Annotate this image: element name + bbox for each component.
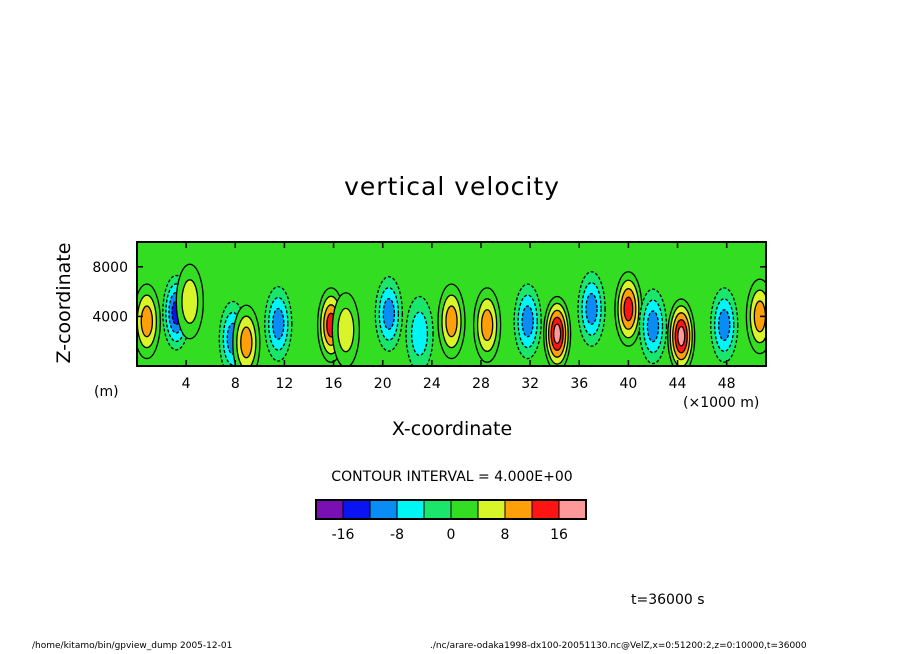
x-tick-label: 20 bbox=[374, 376, 392, 392]
y-tick-label: 8000 bbox=[92, 260, 128, 276]
colorbar-tick-label: 8 bbox=[501, 527, 510, 543]
contour-interval-label: CONTOUR INTERVAL = 4.000E+00 bbox=[331, 469, 573, 485]
contour-fields bbox=[137, 263, 766, 366]
updraft-cell-13 bbox=[542, 295, 572, 366]
contour-level bbox=[411, 311, 429, 357]
x-tick-label: 32 bbox=[521, 376, 539, 392]
x-tick-label: 28 bbox=[472, 376, 490, 392]
x-tick-label: 12 bbox=[276, 376, 294, 392]
colorbar-tick-label: 0 bbox=[447, 527, 456, 543]
updraft-cell-17 bbox=[667, 298, 696, 366]
updraft-cell-2 bbox=[175, 263, 204, 340]
updraft-cell-19 bbox=[745, 278, 766, 355]
contour-level bbox=[646, 310, 660, 343]
footer-command: /home/kitamo/bin/gpview_dump 2005-12-01 bbox=[32, 641, 233, 651]
contour-level bbox=[585, 292, 598, 325]
contour-level bbox=[552, 323, 562, 345]
y-axis: 4000 8000 bbox=[92, 260, 766, 325]
updraft-cell-11 bbox=[472, 287, 502, 363]
updraft-cell-15 bbox=[614, 271, 643, 347]
contour-level bbox=[240, 326, 253, 359]
x-tick-label: 40 bbox=[619, 376, 637, 392]
colorbar-swatch bbox=[450, 499, 479, 520]
colorbar-tick-label: -8 bbox=[390, 527, 404, 543]
x-tick-label: 24 bbox=[423, 376, 441, 392]
colorbar-swatch bbox=[369, 499, 398, 520]
colorbar: -16 -8 0 8 16 bbox=[315, 499, 587, 543]
contour-level bbox=[382, 297, 396, 330]
contour-level bbox=[337, 307, 355, 353]
x-tick-label: 44 bbox=[669, 376, 687, 392]
colorbar-swatch bbox=[504, 499, 533, 520]
contour-level bbox=[181, 279, 199, 324]
colorbar-swatch bbox=[423, 499, 452, 520]
downdraft-cell-9 bbox=[405, 295, 434, 366]
colorbar-swatch bbox=[531, 499, 560, 520]
contour-level bbox=[480, 309, 494, 342]
downdraft-cell-8 bbox=[374, 276, 404, 352]
colorbar-swatch bbox=[558, 499, 587, 520]
colorbar-tick-label: 16 bbox=[550, 527, 568, 543]
x-tick-label: 8 bbox=[231, 376, 240, 392]
y-axis-unit: (m) bbox=[94, 384, 119, 400]
updraft-cell-10 bbox=[437, 283, 466, 360]
contour-level bbox=[521, 305, 534, 338]
x-axis-label: X-coordinate bbox=[391, 418, 513, 440]
colorbar-frame bbox=[315, 499, 587, 520]
colorbar-swatch bbox=[477, 499, 506, 520]
contour-level bbox=[272, 307, 285, 340]
x-axis: 4 8 12 16 20 24 28 32 36 40 44 48 bbox=[182, 242, 736, 392]
contour-level bbox=[677, 325, 686, 347]
x-tick-label: 48 bbox=[718, 376, 736, 392]
time-label: t=36000 s bbox=[631, 592, 705, 608]
contour-level bbox=[623, 296, 634, 322]
x-axis-unit: (×1000 m) bbox=[683, 395, 760, 411]
colorbar-swatch bbox=[396, 499, 425, 520]
x-tick-label: 4 bbox=[182, 376, 191, 392]
contour-level bbox=[140, 305, 154, 338]
x-tick-label: 36 bbox=[570, 376, 588, 392]
contour-level bbox=[718, 309, 731, 342]
footer-source: ./nc/arare-odaka1998-dx100-20051130.nc@V… bbox=[430, 641, 807, 651]
contour-level bbox=[445, 305, 458, 338]
downdraft-cell-16 bbox=[638, 288, 668, 365]
updraft-cell-7 bbox=[331, 292, 361, 366]
downdraft-cell-18 bbox=[710, 287, 739, 363]
downdraft-cell-14 bbox=[577, 271, 606, 347]
updraft-cell-4 bbox=[232, 304, 261, 366]
colorbar-swatch bbox=[342, 499, 371, 520]
plot-frame bbox=[136, 241, 767, 367]
downdraft-cell-12 bbox=[513, 283, 542, 360]
updraft-cell-0 bbox=[137, 283, 161, 360]
colorbar-swatch bbox=[315, 499, 344, 520]
y-tick-label: 4000 bbox=[92, 309, 128, 325]
x-tick-label: 16 bbox=[325, 376, 343, 392]
downdraft-cell-5 bbox=[264, 285, 293, 362]
colorbar-tick-label: -16 bbox=[332, 527, 355, 543]
chart-title: vertical velocity bbox=[344, 172, 560, 201]
